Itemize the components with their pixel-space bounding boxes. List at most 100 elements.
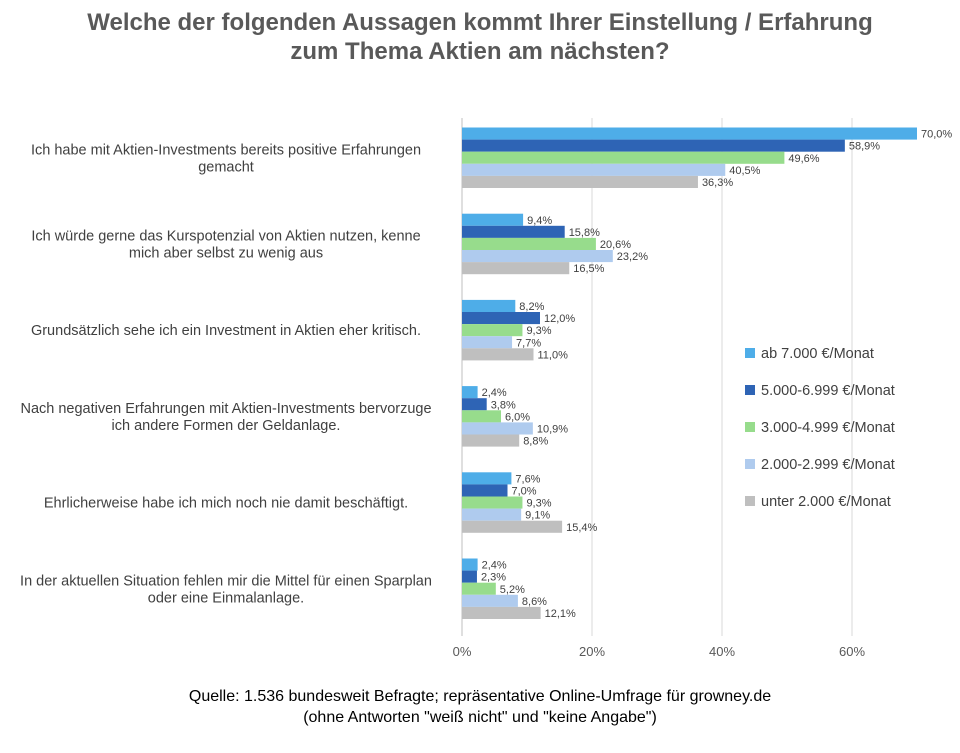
legend-swatch — [745, 459, 755, 469]
category-label: Grundsätzlich sehe ich ein Investment in… — [31, 323, 421, 339]
bar-group: 9,4% 15,8%20,6%23,2% 16,5% — [462, 213, 648, 275]
category-label-line: Ehrlicherweise habe ich mich noch nie da… — [44, 496, 408, 512]
data-label: 36,3% — [702, 177, 733, 189]
source-note: Quelle: 1.536 bundesweit Befragte; reprä… — [0, 686, 960, 728]
category-label-line: gemacht — [198, 159, 254, 175]
legend: ab 7.000 €/Monat 5.000-6.999 €/Monat 3.000… — [745, 346, 895, 510]
source-line-1: Quelle: 1.536 bundesweit Befragte; reprä… — [188, 688, 772, 705]
data-label: 11,0% — [538, 349, 569, 361]
bar-chart: 0% 20% 40% 60% 70,0% 58,9% 49,6% 40,5%36,3% Ich … — [20, 118, 952, 659]
bar — [462, 558, 478, 571]
legend-label: 5.000-6.999 €/Monat — [761, 383, 895, 399]
chart-title-line-2: zum Thema Aktien am nächsten? — [290, 38, 670, 65]
legend-label: 3.000-4.999 €/Monat — [761, 420, 895, 436]
bar — [462, 484, 508, 497]
bar — [462, 175, 698, 188]
category-label-line: Grundsätzlich sehe ich ein Investment in… — [31, 323, 421, 339]
x-tick-label: 20% — [579, 644, 605, 659]
gridlines — [461, 118, 853, 636]
legend-swatch — [745, 496, 755, 506]
data-label: 20,6% — [600, 239, 631, 251]
data-label: 8,6% — [522, 596, 547, 608]
bar — [462, 508, 522, 521]
data-label: 15,4% — [566, 522, 597, 534]
bar — [462, 127, 917, 140]
data-label: 2,4% — [482, 387, 507, 399]
category-label: In der aktuellen Situation fehlen mir di… — [20, 573, 432, 606]
category-label-line: Ich würde gerne das Kurspotenzial von Ak… — [31, 228, 420, 244]
bar — [462, 472, 512, 485]
data-label: 23,2% — [617, 251, 648, 263]
bar — [462, 213, 524, 226]
bar — [462, 398, 487, 411]
bar — [462, 434, 520, 447]
x-tick-label: 0% — [453, 644, 472, 659]
legend-label: unter 2.000 €/Monat — [761, 494, 891, 510]
bar — [462, 386, 478, 399]
data-label: 49,6% — [788, 153, 819, 165]
category-label-line: ich andere Formen der Geldanlage. — [112, 418, 341, 434]
data-label: 58,9% — [849, 141, 880, 153]
bar-group: 2,4%2,3%5,2%8,6%12,1% — [462, 558, 576, 620]
data-label: 6,0% — [505, 411, 530, 423]
category-label: Ehrlicherweise habe ich mich noch nie da… — [44, 496, 408, 512]
source-line-2: (ohne Antworten "weiß nicht" und "keine … — [303, 709, 657, 726]
bar — [462, 151, 785, 164]
chart-title: Welche der folgenden Aussagen kommt Ihre… — [0, 8, 960, 66]
data-label: 8,8% — [523, 436, 548, 448]
data-label: 8,2% — [519, 301, 544, 313]
bar — [462, 312, 540, 325]
data-label: 7,6% — [515, 473, 540, 485]
bar — [462, 237, 596, 250]
data-label: 70,0% — [921, 129, 952, 141]
bar — [462, 336, 513, 349]
data-label: 9,4% — [527, 215, 552, 227]
legend-swatch — [745, 385, 755, 395]
legend-swatch — [745, 422, 755, 432]
legend-swatch — [745, 348, 755, 358]
bar — [462, 139, 845, 152]
data-label: 40,5% — [729, 165, 760, 177]
data-label: 7,7% — [516, 337, 541, 349]
category-label-line: In der aktuellen Situation fehlen mir di… — [20, 573, 432, 589]
category-label-line: oder eine Einmalanlage. — [148, 590, 304, 606]
data-label: 3,8% — [491, 399, 516, 411]
bar — [462, 570, 477, 583]
bar-group: 7,6%7,0%9,3%9,1% 15,4% — [462, 472, 598, 534]
chart-title-line-1: Welche der folgenden Aussagen kommt Ihre… — [87, 9, 873, 36]
bar — [462, 582, 496, 595]
bar — [462, 422, 533, 435]
bar-group: 70,0% 58,9% 49,6% 40,5%36,3% — [462, 127, 952, 189]
category-label-line: Nach negativen Erfahrungen mit Aktien-In… — [20, 401, 431, 417]
category-label-line: mich aber selbst zu wenig aus — [129, 245, 323, 261]
bar-group: 8,2%12,0%9,3%7,7%11,0% — [462, 299, 575, 361]
bar — [462, 262, 570, 275]
data-label: 5,2% — [500, 584, 525, 596]
data-label: 12,0% — [544, 313, 575, 325]
bar — [462, 520, 563, 533]
x-tick-label: 40% — [709, 644, 735, 659]
data-label: 2,4% — [482, 560, 507, 572]
bar — [462, 163, 726, 176]
data-label: 9,1% — [525, 510, 550, 522]
data-label: 2,3% — [481, 572, 506, 584]
bar — [462, 496, 523, 509]
bar-group: 2,4%3,8%6,0% 10,9%8,8% — [462, 386, 568, 448]
category-label: Ich habe mit Aktien-Investments bereits … — [31, 142, 421, 175]
bar — [462, 606, 541, 619]
bar — [462, 250, 613, 263]
category-label: Nach negativen Erfahrungen mit Aktien-In… — [20, 401, 431, 434]
bar — [462, 348, 534, 361]
category-label-line: Ich habe mit Aktien-Investments bereits … — [31, 142, 421, 158]
bar — [462, 324, 523, 337]
data-label: 10,9% — [537, 423, 568, 435]
bar — [462, 299, 516, 312]
data-label: 9,3% — [526, 325, 551, 337]
bar — [462, 225, 565, 238]
legend-label: ab 7.000 €/Monat — [761, 346, 874, 362]
bar — [462, 410, 501, 423]
category-label: Ich würde gerne das Kurspotenzial von Ak… — [31, 228, 420, 261]
data-label: 15,8% — [569, 227, 600, 239]
legend-label: 2.000-2.999 €/Monat — [761, 457, 895, 473]
data-label: 9,3% — [526, 498, 551, 510]
